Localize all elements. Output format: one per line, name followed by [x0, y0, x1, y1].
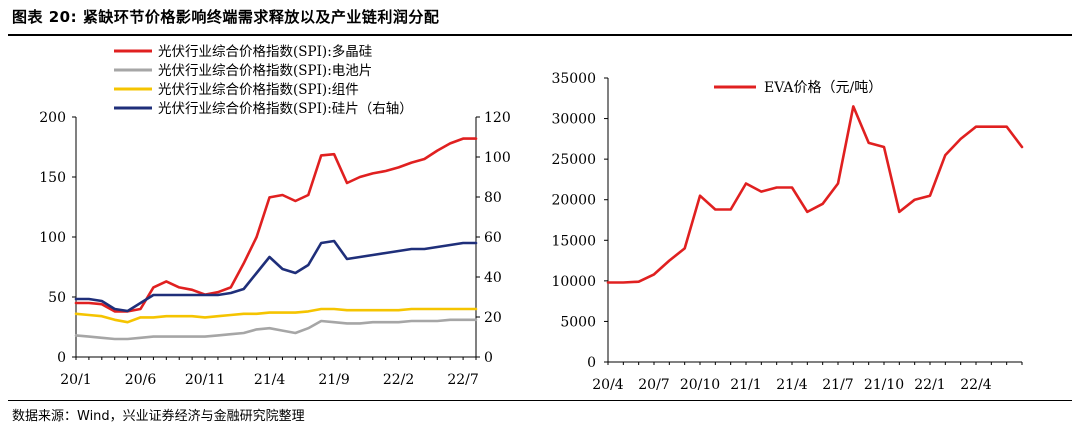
- eva-price-line: [606, 105, 1024, 284]
- figure-title: 图表 20: 紧缺环节价格影响终端需求释放以及产业链利润分配: [12, 8, 440, 26]
- spi-price-index-chart: 0 50 100 150 200 0 20 40 60 80 100 120 20/1 20/6 20/11…: [39, 43, 511, 388]
- left-y-tick-label: 150: [39, 170, 66, 186]
- x-tick-label: 20/7: [638, 377, 669, 393]
- x-tick-label: 21/9: [318, 372, 349, 388]
- series-line-4: [74, 239, 478, 313]
- bottom-rule: [8, 400, 1072, 401]
- x-tick-label: 21/4: [254, 372, 286, 388]
- x-tick-label: 21/1: [730, 377, 761, 393]
- x-tick-label: 20/6: [125, 372, 157, 388]
- x-tick-label: 21/4: [776, 377, 808, 393]
- x-tick-label: 22/4: [960, 377, 992, 393]
- legend-label-2: 光伏行业综合价格指数(SPI):电池片: [158, 63, 372, 79]
- right-y-tick-label: 40: [484, 270, 502, 286]
- y-tick-label: 10000: [551, 274, 596, 290]
- y-tick-label: 15000: [551, 233, 596, 249]
- left-y-tick-label: 0: [57, 350, 66, 366]
- x-tick-label: 20/4: [592, 377, 624, 393]
- y-tick-label: 5000: [560, 314, 596, 330]
- right-y-tick-label: 100: [484, 150, 511, 166]
- series-line-1: [74, 137, 478, 313]
- series-line-2: [74, 318, 478, 341]
- left-y-tick-label: 200: [39, 110, 66, 126]
- x-tick-label: 21/10: [864, 377, 904, 393]
- x-tick-label: 22/7: [447, 372, 478, 388]
- right-y-tick-label: 60: [484, 230, 502, 246]
- legend-label-4: 光伏行业综合价格指数(SPI):硅片（右轴）: [158, 101, 413, 117]
- series-line-3: [74, 307, 478, 324]
- y-tick-label: 25000: [551, 152, 596, 168]
- x-tick-label: 21/7: [822, 377, 853, 393]
- legend-label-eva: EVA价格（元/吨）: [764, 80, 882, 96]
- left-y-tick-label: 50: [48, 290, 66, 306]
- eva-price-chart: 0 5000 10000 15000 20000 25000 30000 35000 20/4 2…: [551, 71, 1024, 393]
- right-y-tick-label: 0: [484, 350, 493, 366]
- right-y-tick-label: 120: [484, 110, 511, 126]
- x-tick-label: 20/11: [185, 372, 225, 388]
- left-y-tick-label: 100: [39, 230, 66, 246]
- y-tick-label: 0: [587, 355, 596, 371]
- y-tick-label: 35000: [551, 71, 596, 87]
- right-y-tick-label: 80: [484, 190, 502, 206]
- legend-label-1: 光伏行业综合价格指数(SPI):多晶硅: [158, 43, 372, 60]
- top-rule: [8, 34, 1072, 36]
- x-tick-label: 20/1: [60, 372, 91, 388]
- x-tick-label: 22/1: [914, 377, 945, 393]
- x-tick-label: 22/2: [383, 372, 414, 388]
- y-tick-label: 30000: [551, 112, 596, 128]
- right-y-tick-label: 20: [484, 310, 502, 326]
- x-tick-label: 20/10: [680, 377, 720, 393]
- data-source-note: 数据来源：Wind，兴业证券经济与金融研究院整理: [12, 409, 305, 424]
- legend-label-3: 光伏行业综合价格指数(SPI):组件: [158, 82, 359, 98]
- y-tick-label: 20000: [551, 193, 596, 209]
